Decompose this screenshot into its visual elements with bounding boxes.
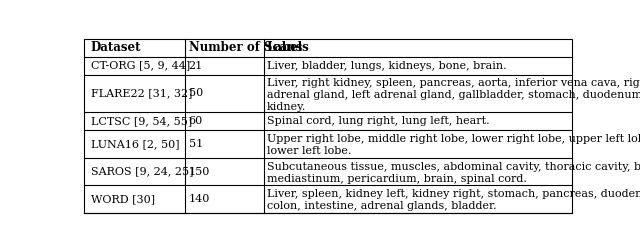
Text: Liver, right kidney, spleen, pancreas, aorta, inferior vena cava, right
adrenal : Liver, right kidney, spleen, pancreas, a… [267, 78, 640, 112]
Text: Labels: Labels [267, 42, 309, 55]
Text: FLARE22 [31, 32]: FLARE22 [31, 32] [91, 88, 193, 98]
Text: 50: 50 [189, 88, 203, 98]
Text: Subcutaneous tissue, muscles, abdominal cavity, thoracic cavity, bones,
mediasti: Subcutaneous tissue, muscles, abdominal … [267, 162, 640, 184]
Text: Spinal cord, lung right, lung left, heart.: Spinal cord, lung right, lung left, hear… [267, 116, 489, 126]
Text: WORD [30]: WORD [30] [91, 194, 155, 204]
Text: Dataset: Dataset [91, 42, 141, 55]
Text: 150: 150 [189, 167, 210, 177]
Text: Liver, bladder, lungs, kidneys, bone, brain.: Liver, bladder, lungs, kidneys, bone, br… [267, 61, 506, 71]
Text: Liver, spleen, kidney left, kidney right, stomach, pancreas, duodenum,
colon, in: Liver, spleen, kidney left, kidney right… [267, 189, 640, 211]
Text: LUNA16 [2, 50]: LUNA16 [2, 50] [91, 139, 179, 149]
Text: SAROS [9, 24, 25]: SAROS [9, 24, 25] [91, 167, 193, 177]
Text: LCTSC [9, 54, 55]: LCTSC [9, 54, 55] [91, 116, 192, 126]
Text: 21: 21 [189, 61, 203, 71]
Text: Upper right lobe, middle right lobe, lower right lobe, upper left lobe,
lower le: Upper right lobe, middle right lobe, low… [267, 134, 640, 156]
Text: Number of Scans: Number of Scans [189, 42, 302, 55]
Text: CT-ORG [5, 9, 44]: CT-ORG [5, 9, 44] [91, 61, 190, 71]
Text: 60: 60 [189, 116, 203, 126]
Text: 140: 140 [189, 194, 210, 204]
Text: 51: 51 [189, 139, 203, 149]
